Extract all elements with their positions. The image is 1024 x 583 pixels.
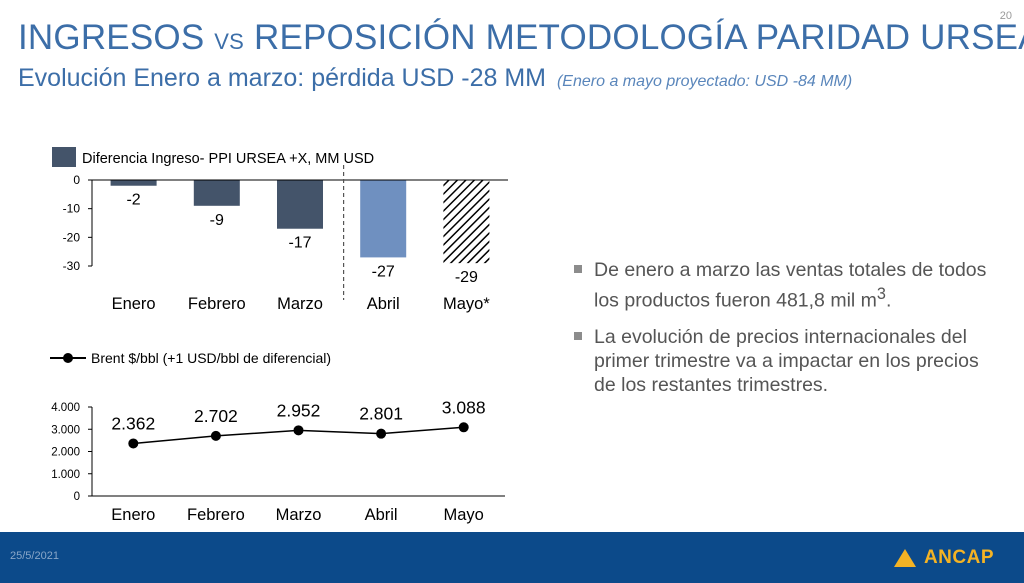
line-legend-marker bbox=[63, 353, 73, 363]
bar-x-tick-label: Mayo* bbox=[443, 295, 490, 313]
line-x-tick-label: Abril bbox=[365, 506, 398, 524]
bar-y-tick-label: -30 bbox=[63, 259, 81, 273]
line-data-label: 2.801 bbox=[359, 404, 403, 424]
brent-point bbox=[458, 422, 469, 433]
line-x-tick-label: Febrero bbox=[187, 506, 245, 524]
brent-point bbox=[293, 425, 304, 436]
bar-y-tick-label: -10 bbox=[63, 202, 81, 216]
subtitle-note: (Enero a mayo proyectado: USD -84 MM) bbox=[556, 73, 853, 90]
line-y-tick-label: 4.000 bbox=[51, 402, 80, 414]
line-x-tick-label: Enero bbox=[111, 506, 155, 524]
footer-date: 25/5/2021 bbox=[10, 550, 59, 562]
bullet-text: De enero a marzo las ventas totales de t… bbox=[594, 259, 987, 312]
ancap-triangle-icon bbox=[893, 549, 916, 567]
bullet-end: . bbox=[885, 289, 892, 312]
bar-data-label: -2 bbox=[126, 192, 140, 209]
bar-x-tick-label: Febrero bbox=[188, 295, 246, 313]
bar-data-label: -17 bbox=[288, 235, 311, 252]
bullet-square-icon bbox=[574, 265, 582, 273]
bar-x-tick-label: Enero bbox=[112, 295, 156, 313]
line-data-label: 2.702 bbox=[194, 406, 238, 426]
bullet-text: La evolución de precios internacionales … bbox=[594, 325, 979, 396]
bullet-superscript: 3 bbox=[876, 285, 886, 303]
line-chart: Brent $/bbl (+1 USD/bbl de diferencial) 4… bbox=[50, 350, 505, 524]
page-subtitle: Evolución Enero a marzo: pérdida USD -28… bbox=[18, 64, 852, 93]
line-y-tick-label: 2.000 bbox=[51, 447, 80, 459]
bar-mayo bbox=[443, 180, 490, 264]
line-y-tick-label: 3.000 bbox=[51, 424, 80, 436]
line-x-tick-label: Mayo bbox=[444, 506, 484, 524]
ancap-logo-text: ANCAP bbox=[923, 547, 994, 568]
line-data-label: 3.088 bbox=[442, 397, 486, 417]
bar-y-tick-label: -20 bbox=[63, 230, 81, 244]
bar-legend-swatch bbox=[52, 147, 76, 167]
bullet-list: De enero a marzo las ventas totales de t… bbox=[574, 258, 994, 409]
title-vs: VS bbox=[214, 29, 245, 54]
line-legend-label: Brent $/bbl (+1 USD/bbl de diferencial) bbox=[91, 350, 331, 366]
brent-point bbox=[128, 438, 139, 449]
bar-data-label: -27 bbox=[372, 263, 395, 280]
bullet-square-icon bbox=[574, 331, 582, 340]
page-title: INGRESOS VS REPOSICIÓN METODOLOGÍA PARID… bbox=[18, 18, 1024, 58]
bar-chart: Diferencia Ingreso- PPI URSEA +X, MM USD… bbox=[52, 147, 508, 313]
line-y-tick-label: 0 bbox=[74, 491, 80, 503]
charts-canvas: Diferencia Ingreso- PPI URSEA +X, MM USD… bbox=[50, 147, 508, 524]
title-part-2: REPOSICIÓN METODOLOGÍA PARIDAD URSEA bbox=[244, 18, 1024, 57]
bar-marzo bbox=[277, 180, 323, 229]
bar-legend-label: Diferencia Ingreso- PPI URSEA +X, MM USD bbox=[82, 151, 374, 167]
brent-point bbox=[210, 430, 221, 441]
line-data-label: 2.362 bbox=[111, 413, 155, 433]
bullet-item: La evolución de precios internacionales … bbox=[574, 325, 994, 397]
line-y-tick-label: 1.000 bbox=[51, 469, 80, 481]
brent-point bbox=[376, 428, 387, 439]
bullet-item: De enero a marzo las ventas totales de t… bbox=[574, 258, 994, 313]
ancap-logo: ANCAP bbox=[893, 546, 994, 570]
line-x-tick-label: Marzo bbox=[276, 506, 322, 524]
bar-abril bbox=[360, 180, 407, 258]
bar-x-tick-label: Marzo bbox=[277, 295, 323, 313]
bar-febrero bbox=[193, 180, 240, 206]
page-number: 20 bbox=[999, 10, 1012, 22]
bar-enero bbox=[110, 180, 157, 186]
bar-y-tick-label: 0 bbox=[73, 173, 80, 187]
line-data-label: 2.952 bbox=[277, 400, 321, 420]
bar-data-label: -29 bbox=[455, 269, 478, 286]
footer-bar: 25/5/2021 ANCAP bbox=[0, 532, 1024, 583]
bar-data-label: -9 bbox=[210, 212, 224, 229]
title-part-1: INGRESOS bbox=[18, 18, 215, 57]
subtitle-text: Evolución Enero a marzo: pérdida USD -28… bbox=[18, 64, 547, 92]
bar-x-tick-label: Abril bbox=[367, 295, 400, 313]
